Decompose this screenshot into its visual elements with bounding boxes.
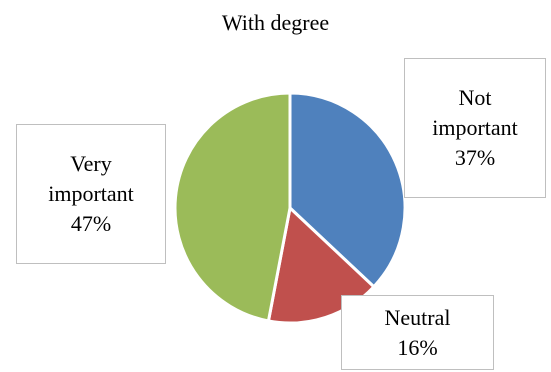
- data-label-very-important: Very important 47%: [16, 124, 166, 264]
- data-label-category: Not: [458, 85, 492, 110]
- pie-slice-neutral: [266, 206, 376, 325]
- data-label-value: 37%: [454, 145, 496, 170]
- data-label-value: 47%: [70, 211, 112, 236]
- data-label-neutral: Neutral 16%: [341, 295, 494, 370]
- data-label-category: important: [432, 115, 518, 140]
- pie-slice-very-important: [173, 91, 292, 323]
- data-label-category: important: [48, 181, 134, 206]
- data-label-category: Neutral: [384, 304, 451, 330]
- data-label-not-important: Not important 37%: [404, 58, 546, 198]
- chart-title: With degree: [221, 10, 330, 35]
- data-label-category: Very: [70, 151, 112, 176]
- pie-slice-not-important: [288, 91, 407, 289]
- data-label-value: 16%: [397, 334, 438, 360]
